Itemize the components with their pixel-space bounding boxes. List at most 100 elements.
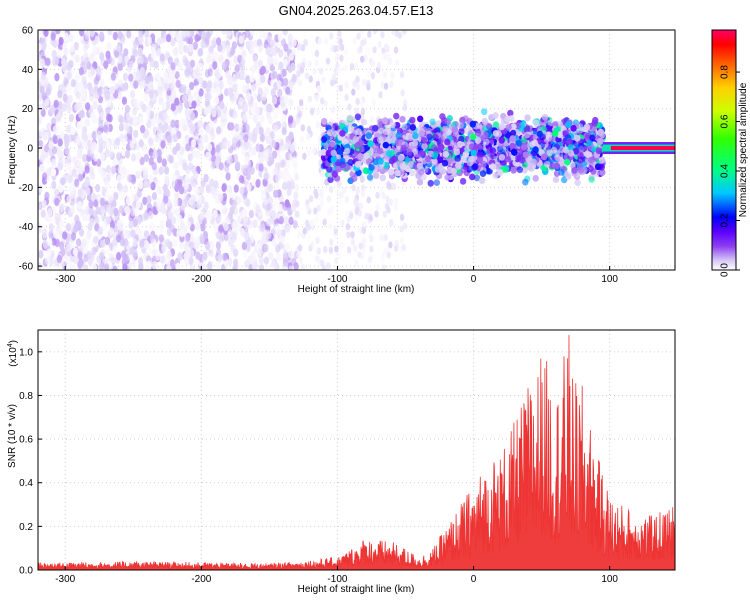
spectrogram-cell (78, 67, 84, 76)
spectrogram-cell (401, 244, 406, 252)
spectrogram-cell (66, 71, 72, 80)
spectrogram-cell (244, 30, 250, 38)
spectrogram-cell (116, 174, 122, 183)
spectrogram-cell (358, 242, 363, 250)
spectrogram-cell (289, 144, 295, 153)
spectrogram-cell (51, 168, 57, 177)
spectrogram-cell (268, 152, 274, 162)
spectrogram-cell (329, 238, 334, 246)
spectrogram-cell (356, 47, 362, 55)
spectrogram-cell (470, 149, 477, 157)
spectrogram-cell (252, 91, 258, 101)
spectrogram-cell (77, 251, 83, 260)
spectrogram-cell (393, 112, 400, 120)
spectrogram-cell (234, 64, 240, 73)
spectrogram-cell (70, 232, 77, 241)
spectrogram-cell (380, 31, 385, 39)
spectrogram-cell (195, 73, 202, 82)
spectrogram-cell (213, 180, 219, 189)
spectrogram-cell (101, 140, 107, 149)
spectrogram-cell (361, 184, 366, 192)
spectrogram-cell (212, 61, 218, 70)
spectrogram-cell (122, 72, 128, 82)
spectrogram-cell (369, 235, 374, 243)
spectrogram-cell (47, 238, 53, 247)
spectrogram-cell (156, 148, 162, 158)
spectrogram-cell (131, 107, 138, 116)
spectrogram-cell (228, 108, 234, 118)
spectrogram-cell (46, 215, 52, 224)
spectrogram-cell (350, 238, 355, 246)
spectrogram-cell (211, 190, 217, 200)
spectrogram-cell (227, 229, 233, 238)
spectrogram-cell (133, 129, 139, 139)
spectrogram-cell (99, 197, 105, 206)
spectrogram-cell (70, 205, 76, 214)
spectrogram-cell (56, 254, 62, 264)
spectrogram-marks (38, 30, 675, 270)
spectrogram-cell (358, 202, 363, 210)
spectrogram-cell (283, 77, 289, 87)
spectrogram-cell (372, 124, 379, 132)
spectrogram-cell (124, 150, 131, 159)
spectrogram-cell (247, 40, 253, 50)
spectrogram-cell (143, 93, 149, 102)
spectrogram-cell (320, 148, 327, 156)
spectrogram-cell (53, 99, 59, 109)
spectrogram-cell (339, 54, 344, 62)
spectrogram-cell (207, 80, 213, 89)
spectrogram-cell (229, 206, 235, 215)
spectrogram-cell (231, 136, 237, 146)
spectrogram-cell (215, 260, 222, 269)
spectrogram-cell (382, 141, 389, 149)
spectrogram-cell (118, 205, 124, 214)
spectrogram-cell (197, 48, 203, 57)
spectrogram-cell (51, 57, 57, 66)
spectrogram-cell (119, 115, 125, 124)
spectrogram-cell (238, 35, 244, 44)
spectrogram-cell (66, 195, 72, 204)
spectrogram-cell (352, 80, 357, 88)
spectrogram-cell (147, 36, 153, 45)
spectrogram-cell (221, 30, 227, 35)
spectrogram-cell (177, 104, 183, 114)
spectrogram-cell (189, 59, 196, 68)
spectrogram-cell (273, 111, 279, 120)
spectrogram-cell (126, 30, 132, 39)
spectrogram-cell (474, 137, 482, 144)
spectrogram-cell (75, 158, 81, 168)
spectrogram-cell (121, 137, 127, 146)
spectrogram-cell (259, 30, 265, 39)
spectrogram-cell (377, 30, 382, 34)
spectrogram-cell (179, 228, 185, 238)
spectrogram-cell (241, 85, 247, 94)
spectrogram-cell (205, 241, 211, 250)
spectrogram-cell (255, 179, 261, 188)
spectrogram-cell (166, 250, 172, 259)
spectrogram-cell (188, 197, 194, 206)
spectrogram-cell (174, 191, 180, 200)
spectrogram-cell (52, 135, 58, 144)
spectrogram-cell (214, 158, 220, 167)
spectrogram-cell (293, 191, 299, 200)
spectrogram-cell (231, 192, 237, 201)
spectrogram-cell (498, 123, 506, 131)
spectrogram-cell (226, 30, 232, 37)
spectrogram-cell (295, 117, 300, 125)
spectrogram-cell (130, 90, 136, 99)
spectrogram-cell (353, 62, 359, 70)
spectrogram-cell (299, 99, 304, 107)
spectrogram-cell (151, 192, 158, 201)
spectrogram-cell (104, 92, 111, 101)
spectrogram-cell (316, 204, 321, 212)
spectrogram-cell (125, 196, 131, 205)
spectrogram-cell (268, 251, 274, 261)
spectrogram-cell (399, 70, 405, 79)
spectrogram-cell (191, 139, 197, 148)
spectrogram-cell (262, 197, 268, 206)
spectrogram-cell (402, 222, 408, 230)
spectrogram-cell (314, 215, 320, 223)
spectrogram-cell (195, 98, 201, 107)
spectrogram-cell (96, 130, 103, 139)
spectrogram-cell (276, 105, 282, 114)
